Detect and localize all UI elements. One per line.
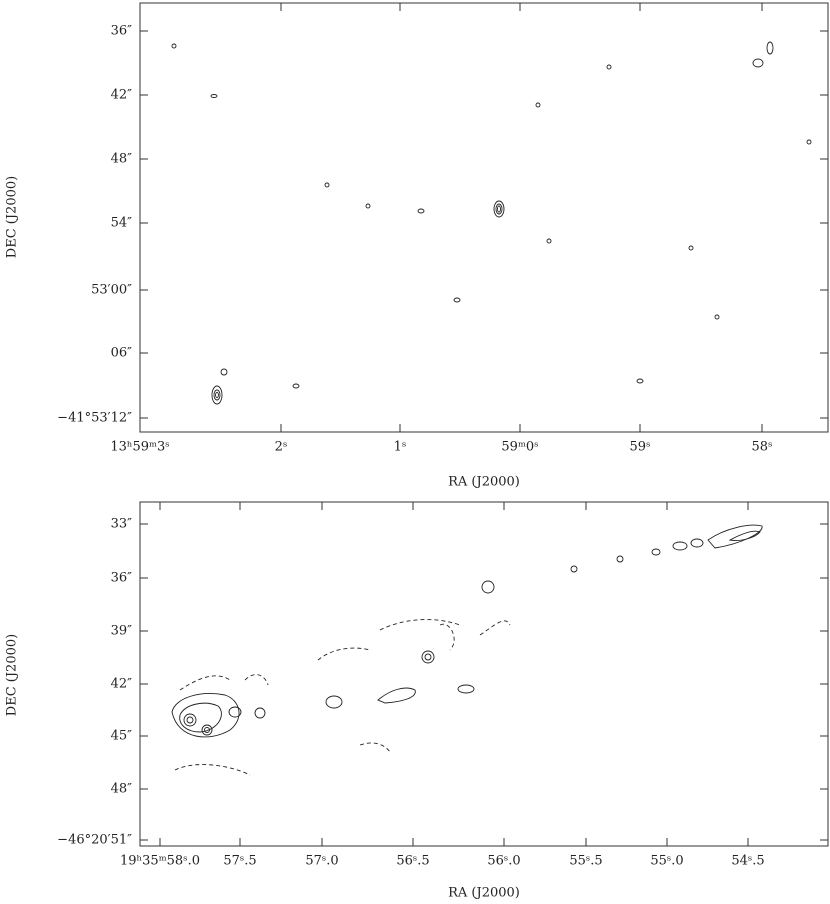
- y-tick-label: 48″: [111, 782, 133, 797]
- x-tick-label: 58ˢ: [752, 440, 773, 455]
- y-tick-label: 54″: [111, 216, 133, 231]
- x-tick-label: 56ˢ.0: [487, 854, 520, 869]
- frame: [139, 501, 829, 847]
- y-tick-label: 42″: [111, 677, 133, 692]
- contours: [171, 41, 812, 776]
- y-tick-label: 48″: [111, 152, 133, 167]
- y-tick-label: 39″: [111, 624, 133, 639]
- frame: [139, 2, 829, 433]
- y-tick-label: 33″: [111, 517, 133, 532]
- x-tick-label: 2ˢ: [275, 440, 288, 455]
- y-tick-label: −46°20′51″: [57, 833, 132, 848]
- y-axis-label: DEC (J2000): [5, 634, 20, 716]
- y-tick-label: 36″: [111, 24, 133, 39]
- x-tick-label: 54ˢ.5: [731, 854, 764, 869]
- y-tick-label: 53′00″: [91, 283, 132, 298]
- y-tick-label: 06″: [111, 346, 133, 361]
- x-tick-label: 57ˢ.5: [223, 854, 256, 869]
- x-tick-label: 57ˢ.0: [305, 854, 338, 869]
- x-tick-label: 55ˢ.0: [650, 854, 683, 869]
- x-tick-label: 56ˢ.5: [396, 854, 429, 869]
- y-tick-label: 45″: [111, 729, 133, 744]
- x-axis-label: RA (J2000): [448, 886, 520, 901]
- y-axis-label: DEC (J2000): [5, 176, 20, 258]
- x-tick-label: 19ʰ35ᵐ58ˢ.0: [120, 854, 200, 869]
- x-tick-label: 55ˢ.5: [569, 854, 602, 869]
- x-tick-label: 1ˢ: [394, 440, 407, 455]
- y-tick-label: −41°53′12″: [57, 411, 132, 426]
- x-tick-label: 13ʰ59ᵐ3ˢ: [110, 440, 169, 455]
- y-tick-label: 42″: [111, 88, 133, 103]
- y-tick-label: 36″: [111, 571, 133, 586]
- x-tick-label: 59ˢ: [630, 440, 651, 455]
- x-axis-label: RA (J2000): [448, 475, 520, 490]
- x-tick-label: 59ᵐ0ˢ: [501, 440, 538, 455]
